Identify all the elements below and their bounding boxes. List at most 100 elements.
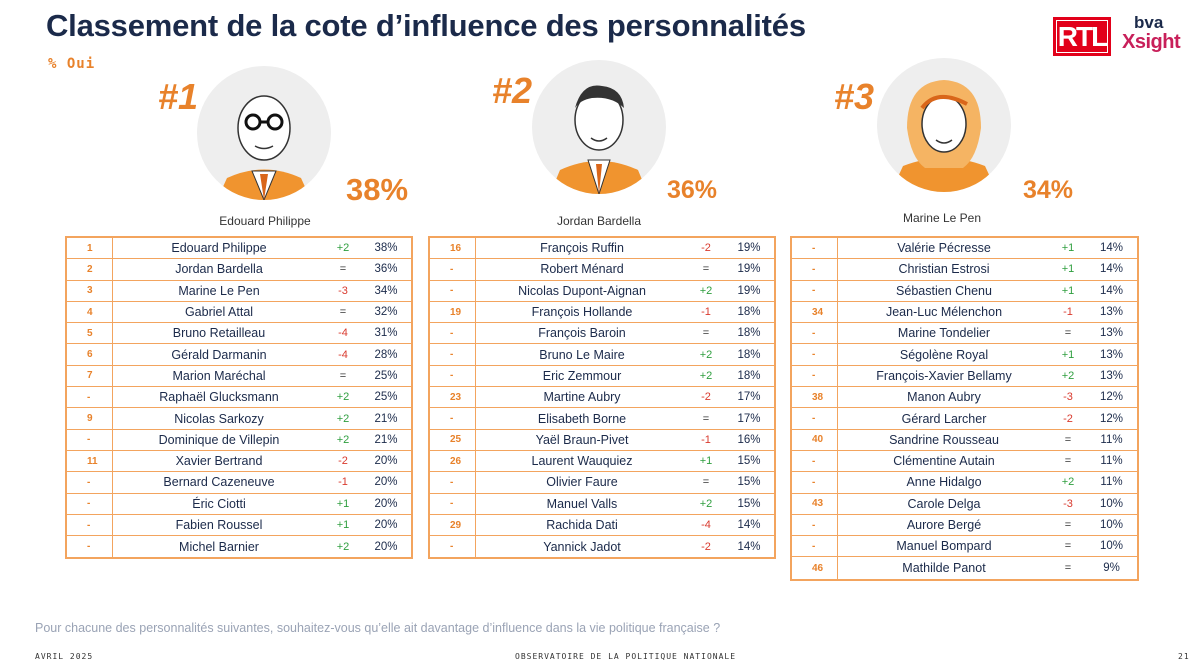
name-cell: Dominique de Villepin xyxy=(158,432,280,447)
table-row: 26 Laurent Wauquiez +1 15% xyxy=(430,450,774,473)
value-cell: 18% xyxy=(737,306,761,319)
change-cell: -3 xyxy=(1063,497,1073,510)
page-title: Classement de la cote d’influence des pe… xyxy=(46,8,806,43)
rank-cell: 4 xyxy=(67,301,113,323)
rank-cell: - xyxy=(67,493,113,514)
rank-cell: - xyxy=(792,344,838,365)
value-cell: 19% xyxy=(737,284,761,297)
value-cell: 18% xyxy=(737,348,761,361)
table-row: - Robert Ménard = 19% xyxy=(430,259,774,281)
name-cell: Michel Barnier xyxy=(179,539,259,554)
name-cell: Jordan Bardella xyxy=(175,262,263,277)
footer-source: OBSERVATOIRE DE LA POLITIQUE NATIONALE xyxy=(515,652,737,661)
rank-cell: 40 xyxy=(792,429,838,450)
value-cell: 15% xyxy=(737,497,761,510)
podium-name-3: Marine Le Pen xyxy=(902,211,982,225)
table-row: - Dominique de Villepin +2 21% xyxy=(67,429,411,451)
change-cell: = xyxy=(1064,327,1072,340)
change-cell: +2 xyxy=(699,497,713,510)
table-row: - Sébastien Chenu +1 14% xyxy=(792,280,1137,302)
table-row: 29 Rachida Dati -4 14% xyxy=(430,514,774,537)
footer-date: AVRIL 2025 xyxy=(35,652,94,661)
value-cell: 20% xyxy=(374,519,398,531)
value-cell: 14% xyxy=(737,540,761,553)
change-cell: = xyxy=(339,306,347,319)
change-cell: = xyxy=(1064,433,1072,446)
rank-cell: - xyxy=(792,472,838,493)
name-cell: Gérard Larcher xyxy=(901,411,987,426)
rank-cell: - xyxy=(430,408,476,429)
name-cell: Ségolène Royal xyxy=(899,347,989,362)
change-cell: +1 xyxy=(336,519,350,531)
name-cell: François Baroin xyxy=(538,326,626,341)
table-row: - Fabien Roussel +1 20% xyxy=(67,514,411,537)
value-cell: 10% xyxy=(1099,540,1124,553)
rank-cell: 19 xyxy=(430,301,476,323)
change-cell: +2 xyxy=(699,369,713,382)
table-row: - Olivier Faure = 15% xyxy=(430,472,774,494)
table-row: 46 Mathilde Panot = 9% xyxy=(792,557,1137,579)
podium-name-2: Jordan Bardella xyxy=(556,214,642,228)
change-cell: -3 xyxy=(1063,391,1073,404)
change-cell: +1 xyxy=(1061,284,1075,297)
table-row: - François Baroin = 18% xyxy=(430,323,774,345)
name-cell: Gabriel Attal xyxy=(184,305,254,320)
value-cell: 9% xyxy=(1103,562,1120,575)
podium-value-3: 34% xyxy=(1023,176,1074,204)
table-row: 3 Marine Le Pen -3 34% xyxy=(67,280,411,302)
change-cell: -4 xyxy=(701,519,711,531)
change-cell: +2 xyxy=(336,412,350,425)
table-row: 38 Manon Aubry -3 12% xyxy=(792,387,1137,409)
rank-cell: - xyxy=(430,280,476,301)
rank-cell: 6 xyxy=(67,344,113,365)
name-cell: Fabien Roussel xyxy=(175,518,263,532)
rank-cell: - xyxy=(67,429,113,450)
rtl-logo: RTL xyxy=(1053,17,1111,56)
podium-rank-1: #1 xyxy=(158,76,199,117)
value-cell: 11% xyxy=(1100,455,1123,468)
value-cell: 21% xyxy=(374,412,398,425)
rank-cell: - xyxy=(792,323,838,344)
rank-cell: - xyxy=(67,536,113,558)
ranking-table-3: - Valérie Pécresse +1 14% - Christian Estrosi… xyxy=(790,236,1139,581)
ranking-table-2: 16 François Ruffin -2 19% - Robert Ménard = 19%… xyxy=(428,236,776,560)
value-cell: 16% xyxy=(737,433,761,446)
rank-cell: 3 xyxy=(67,280,113,301)
name-cell: Valérie Pécresse xyxy=(897,241,991,256)
value-cell: 25% xyxy=(374,391,398,404)
value-cell: 32% xyxy=(374,306,398,319)
name-cell: Olivier Faure xyxy=(546,475,618,490)
rank-cell: - xyxy=(792,238,838,259)
name-cell: Xavier Bertrand xyxy=(175,454,263,469)
change-cell: -2 xyxy=(338,455,348,468)
table-row: 25 Yaël Braun-Pivet -1 16% xyxy=(430,429,774,451)
value-cell: 10% xyxy=(1099,519,1124,531)
table-row: - Elisabeth Borne = 17% xyxy=(430,408,774,430)
change-cell: = xyxy=(1064,540,1072,553)
name-cell: Bernard Cazeneuve xyxy=(163,475,275,490)
table-row: - Manuel Valls +2 15% xyxy=(430,493,774,515)
rank-cell: 7 xyxy=(67,365,113,387)
value-cell: 13% xyxy=(1099,369,1124,382)
podium-value-2: 36% xyxy=(667,176,718,204)
value-cell: 19% xyxy=(737,242,761,255)
name-cell: Bruno Retailleau xyxy=(172,326,266,341)
rank-cell: - xyxy=(792,450,838,472)
portrait-2 xyxy=(532,60,666,194)
rank-cell: 23 xyxy=(430,387,476,408)
rank-cell: - xyxy=(67,387,113,408)
name-cell: Jean-Luc Mélenchon xyxy=(885,305,1003,320)
table-row: 2 Jordan Bardella = 36% xyxy=(67,259,411,281)
value-cell: 14% xyxy=(1099,263,1124,276)
change-cell: -2 xyxy=(1063,412,1073,425)
table-row: - Gérard Larcher -2 12% xyxy=(792,408,1137,430)
rank-cell: 11 xyxy=(67,450,113,472)
name-cell: Aurore Bergé xyxy=(906,518,982,532)
bva-xsight-logo: bva Xsight xyxy=(1122,13,1197,59)
value-cell: 18% xyxy=(737,369,761,382)
name-cell: François Hollande xyxy=(531,305,633,320)
change-cell: +1 xyxy=(1061,263,1075,276)
portrait-1-illustration xyxy=(217,95,311,200)
change-cell: +2 xyxy=(1061,476,1075,489)
rtl-logo-text: RTL xyxy=(1057,20,1108,52)
